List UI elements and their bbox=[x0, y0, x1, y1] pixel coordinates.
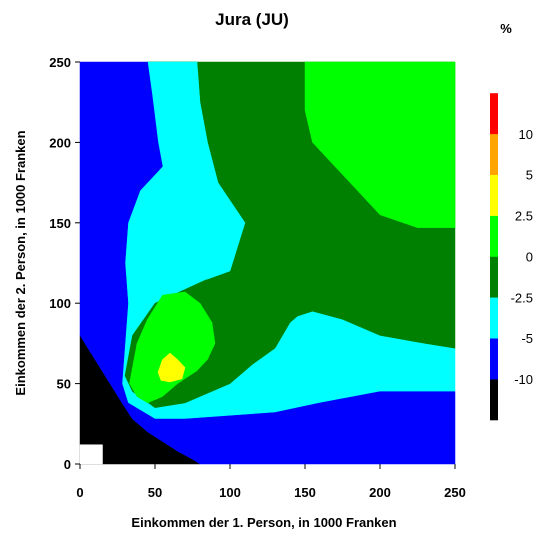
y-tick-label: 250 bbox=[49, 55, 71, 70]
colorbar-unit: % bbox=[500, 21, 512, 36]
y-tick-label: 0 bbox=[64, 457, 71, 472]
colorbar-band-0 bbox=[490, 379, 498, 421]
chart-title: Jura (JU) bbox=[215, 10, 289, 29]
colorbar-label: 5 bbox=[526, 168, 533, 183]
y-tick-label: 150 bbox=[49, 216, 71, 231]
x-axis-label: Einkommen der 1. Person, in 1000 Franken bbox=[131, 515, 396, 530]
y-axis-label: Einkommen der 2. Person, in 1000 Franken bbox=[13, 130, 28, 395]
y-tick-label: 100 bbox=[49, 296, 71, 311]
y-axis: 0 50 100 150 200 250 bbox=[49, 55, 80, 472]
region-8 bbox=[79, 444, 103, 465]
region-5 bbox=[129, 291, 216, 404]
plot-area bbox=[79, 61, 456, 465]
colorbar: -10 -5 -2.5 0 2.5 5 10 bbox=[490, 52, 533, 421]
y-tick-label: 200 bbox=[49, 135, 71, 150]
colorbar-label: -2.5 bbox=[511, 290, 533, 305]
region-6 bbox=[304, 61, 456, 228]
x-axis: 0 50 100 150 200 250 bbox=[76, 464, 466, 500]
x-tick-label: 100 bbox=[219, 485, 241, 500]
y-tick-label: 50 bbox=[57, 377, 71, 392]
colorbar-label: 2.5 bbox=[515, 209, 533, 224]
colorbar-label: -5 bbox=[521, 331, 533, 346]
colorbar-band-3 bbox=[490, 256, 498, 298]
x-tick-label: 250 bbox=[444, 485, 466, 500]
colorbar-label: 10 bbox=[519, 127, 533, 142]
x-tick-label: 200 bbox=[369, 485, 391, 500]
x-tick-label: 0 bbox=[76, 485, 83, 500]
colorbar-label: 0 bbox=[526, 249, 533, 264]
colorbar-band-2 bbox=[490, 297, 498, 339]
x-tick-label: 150 bbox=[294, 485, 316, 500]
colorbar-band-4 bbox=[490, 215, 498, 257]
colorbar-band-7 bbox=[490, 92, 498, 135]
colorbar-band-8 bbox=[490, 52, 498, 94]
colorbar-band-5 bbox=[490, 174, 498, 216]
region-7 bbox=[157, 352, 186, 383]
colorbar-band-1 bbox=[490, 338, 498, 380]
colorbar-label: -10 bbox=[514, 372, 533, 387]
region-4 bbox=[79, 61, 456, 465]
x-tick-label: 50 bbox=[148, 485, 162, 500]
colorbar-band-6 bbox=[490, 133, 498, 175]
